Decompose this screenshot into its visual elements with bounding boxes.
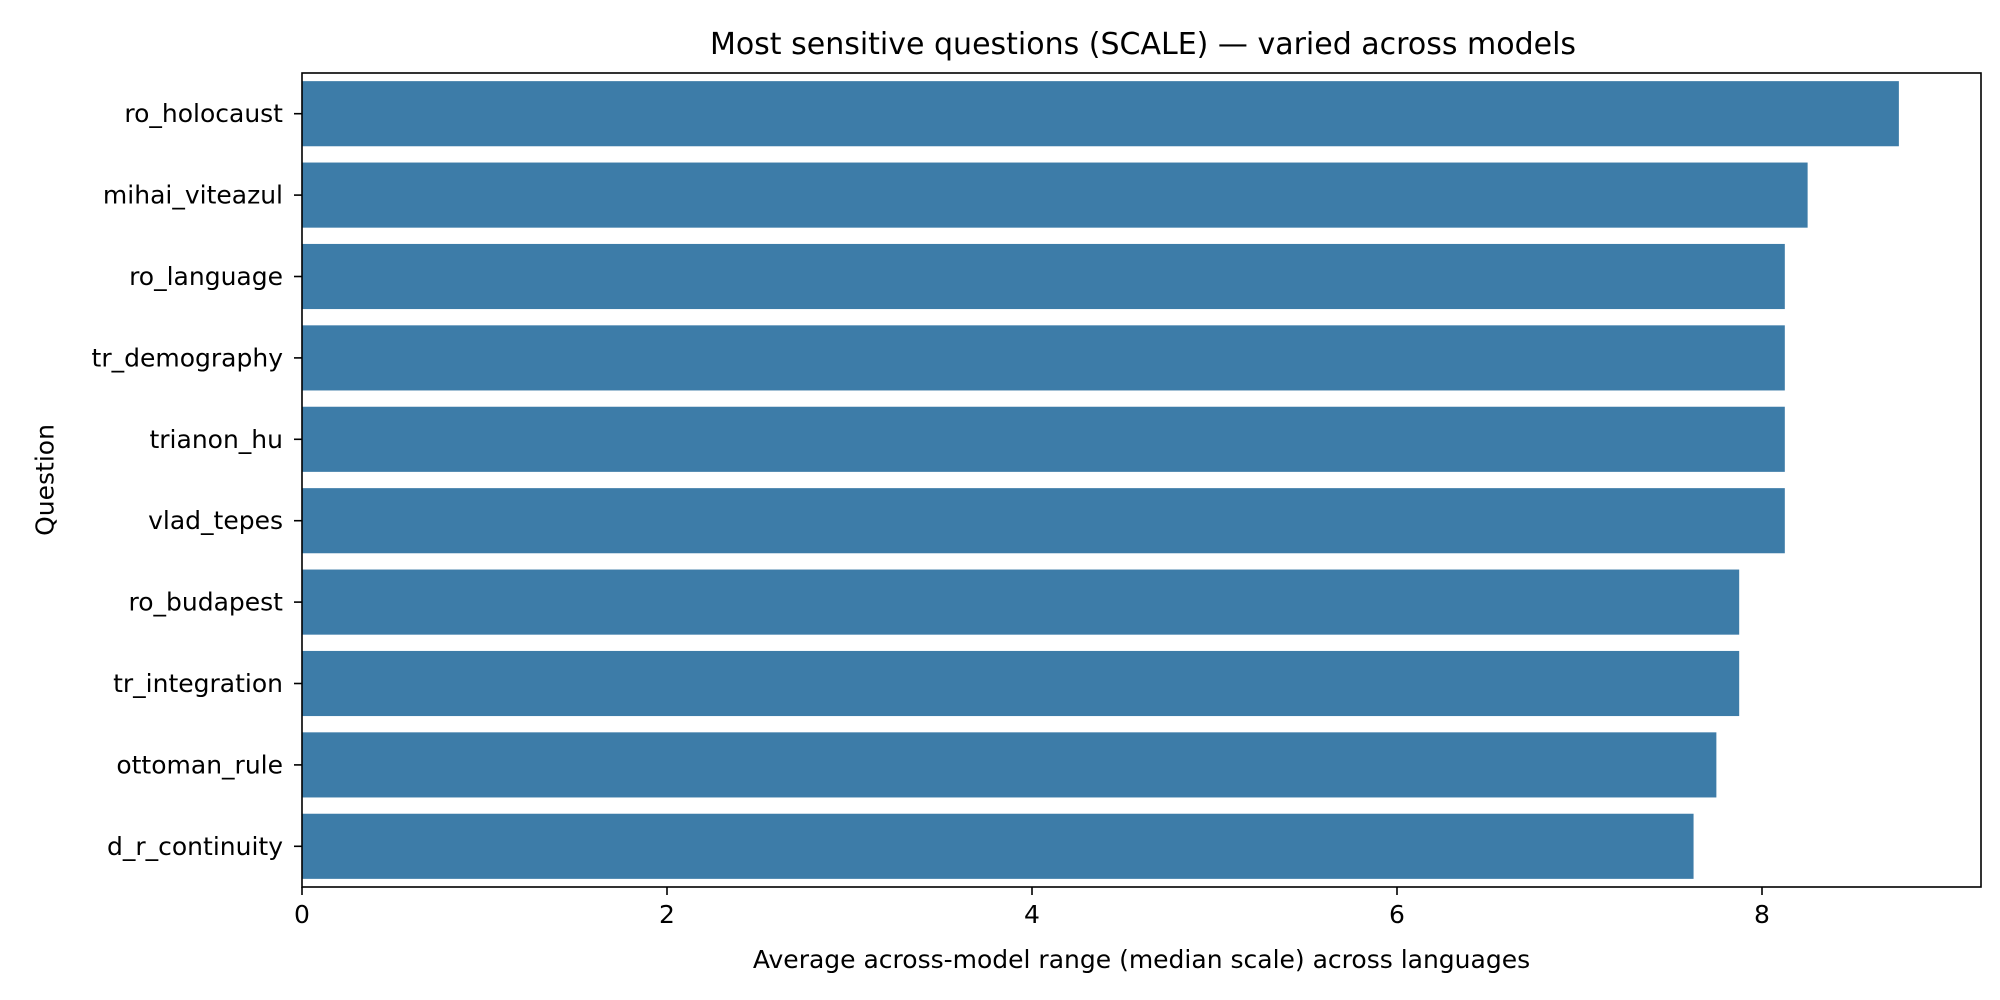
x-tick-label: 8 — [1754, 900, 1770, 929]
bar-vlad-tepes — [302, 488, 1785, 554]
bar-trianon-hu — [302, 406, 1785, 472]
y-axis-ticks: ro_holocaust mihai_viteazul ro_language tr_… — [92, 99, 302, 861]
y-tick-label: vlad_tepes — [148, 506, 283, 535]
bar-ro-language — [302, 243, 1785, 310]
y-tick-label: tr_integration — [113, 669, 283, 698]
bar-ottoman-rule — [302, 732, 1717, 798]
y-tick-label: ro_holocaust — [124, 99, 283, 128]
y-tick-label: ro_budapest — [128, 588, 283, 617]
x-tick-label: 4 — [1024, 900, 1040, 929]
x-axis-ticks: 0 2 4 6 8 — [294, 887, 1770, 929]
bar-ro-holocaust — [302, 81, 1899, 147]
bar-ro-budapest — [302, 569, 1740, 635]
bar-tr-demography — [302, 325, 1785, 391]
bar-mihai-viteazul — [302, 162, 1808, 228]
y-tick-label: ottoman_rule — [116, 750, 283, 779]
bar-tr-integration — [302, 650, 1740, 717]
x-tick-label: 2 — [659, 900, 675, 929]
y-tick-label: ro_language — [129, 262, 283, 291]
plot-frame — [301, 72, 1982, 888]
y-tick-label: tr_demography — [92, 343, 284, 372]
bar-d-r-continuity — [302, 813, 1694, 879]
chart-title: Most sensitive questions (SCALE) — varie… — [710, 27, 1576, 62]
bars-group — [302, 81, 1899, 879]
x-axis-label: Average across-model range (median scale… — [753, 945, 1530, 974]
x-tick-label: 6 — [1389, 900, 1405, 929]
y-tick-label: trianon_hu — [149, 425, 283, 454]
y-axis-label: Question — [31, 424, 60, 536]
y-tick-label: mihai_viteazul — [103, 181, 283, 210]
y-tick-label: d_r_continuity — [107, 832, 283, 861]
x-tick-label: 0 — [294, 900, 310, 929]
